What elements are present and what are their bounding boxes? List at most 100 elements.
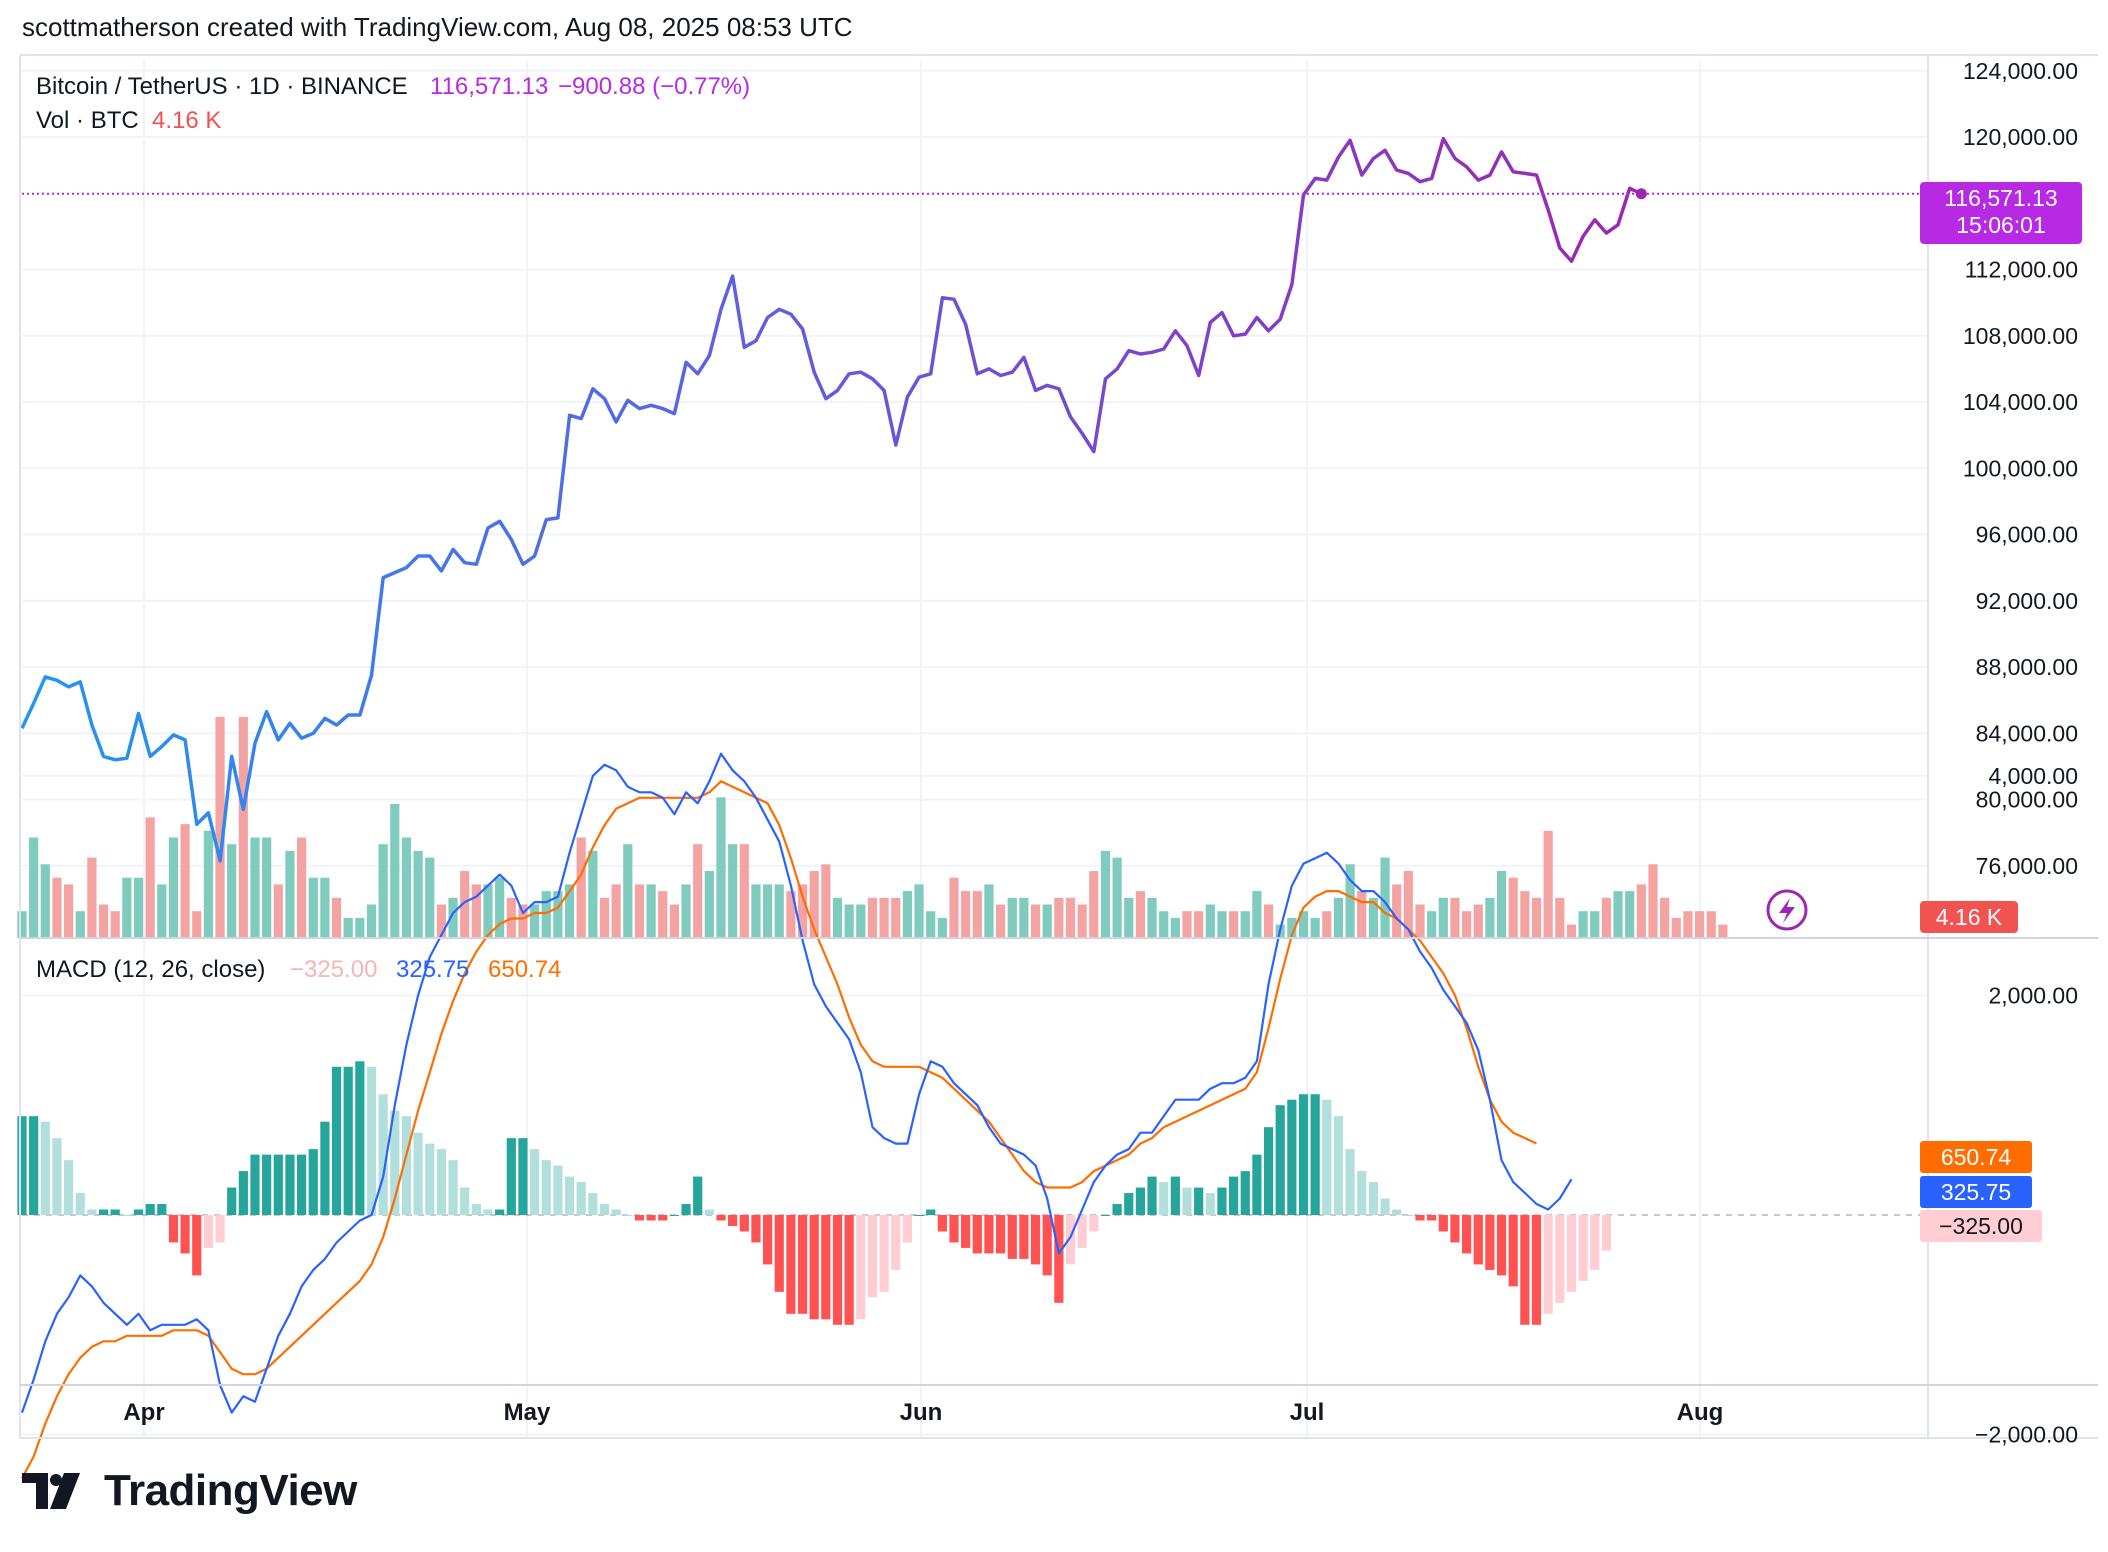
chart-grid — [22, 60, 1928, 1438]
macd-histogram-bar — [285, 1154, 295, 1215]
volume-bar — [1287, 917, 1297, 938]
macd-histogram-bar — [1462, 1215, 1472, 1254]
macd-histogram-bar — [1205, 1193, 1215, 1215]
volume-bar — [809, 871, 819, 938]
volume-bar — [949, 877, 959, 938]
macd-histogram-bar — [215, 1215, 225, 1243]
price-tick-label: 100,000.00 — [1963, 455, 2078, 481]
volume-bar — [343, 917, 353, 938]
volume-bar — [541, 891, 551, 938]
volume-bar — [1496, 871, 1507, 938]
macd-histogram-bar — [436, 1149, 446, 1215]
macd-badge-text: 325.75 — [1941, 1179, 2011, 1205]
price-tick-label: 80,000.00 — [1976, 787, 2078, 813]
macd-histogram-bar — [401, 1116, 412, 1215]
macd-histogram-bar — [308, 1149, 318, 1215]
volume-bar — [763, 884, 773, 938]
macd-histogram-bar — [739, 1215, 749, 1232]
volume-bar — [623, 844, 633, 938]
macd-histogram-bar — [1252, 1154, 1262, 1215]
macd-hist-value: −325.00 — [290, 956, 377, 983]
macd-histogram-bar — [133, 1209, 144, 1215]
volume-bar — [658, 891, 668, 938]
macd-histogram-bar — [634, 1215, 645, 1221]
macd-histogram-bar — [343, 1066, 353, 1215]
volume-bar — [693, 844, 703, 938]
macd-histogram-bar — [64, 1160, 74, 1215]
macd-histogram-bar — [425, 1143, 435, 1215]
macd-histogram-bar — [553, 1165, 563, 1215]
macd-histogram-bar — [1275, 1105, 1285, 1215]
volume-bar — [320, 877, 330, 938]
macd-histogram-bar — [693, 1176, 703, 1215]
macd-histogram-bar — [110, 1209, 120, 1215]
volume-bars — [17, 716, 1728, 938]
macd-histogram-bar — [1403, 1215, 1413, 1216]
macd-histogram-bar — [1473, 1215, 1483, 1265]
volume-bar — [297, 837, 307, 938]
macd-histogram-bar — [774, 1215, 784, 1292]
price-tick-label: 108,000.00 — [1963, 323, 2078, 349]
macd-histogram-bar — [844, 1215, 854, 1325]
macd-histogram-bar — [238, 1171, 248, 1215]
macd-histogram-bar — [1112, 1204, 1122, 1215]
volume-bar — [1695, 911, 1705, 938]
macd-histogram-bar — [227, 1187, 237, 1215]
volume-bar — [1601, 897, 1611, 938]
price-tick-label: 124,000.00 — [1963, 58, 2078, 84]
tradingview-logo[interactable]: TradingView — [22, 1466, 357, 1516]
macd-histogram-bar — [1089, 1215, 1099, 1232]
volume-bar — [1660, 897, 1670, 938]
volume-bar — [1392, 884, 1402, 938]
volume-bar — [87, 857, 97, 938]
price-tick-label: 96,000.00 — [1976, 522, 2078, 548]
macd-histogram-bar — [879, 1215, 889, 1292]
volume-bar — [1065, 897, 1076, 938]
price-change-label: −900.88 (−0.77%) — [558, 73, 750, 100]
volume-bar — [285, 850, 295, 938]
macd-histogram-bar — [1590, 1215, 1600, 1270]
volume-bar — [98, 904, 109, 938]
volume-bar — [1298, 911, 1309, 938]
macd-histogram-bar — [751, 1215, 761, 1243]
volume-label: Vol · BTC — [36, 107, 139, 134]
volume-bar — [844, 904, 854, 938]
volume-bar — [133, 877, 144, 938]
macd-histogram-bar — [122, 1215, 132, 1216]
macd-histogram-bar — [856, 1215, 866, 1320]
macd-histogram-bar — [763, 1215, 773, 1265]
countdown-text: 15:06:01 — [1956, 212, 2046, 238]
macd-histogram-bar — [576, 1182, 586, 1215]
macd-histogram-bar — [1240, 1171, 1250, 1215]
time-tick-label: Jul — [1290, 1399, 1325, 1426]
volume-bar — [518, 904, 528, 938]
volume-bar — [611, 884, 621, 938]
macd-histogram-bar — [471, 1204, 481, 1215]
hist-badge — [1920, 1210, 2042, 1242]
macd-histogram-bar — [1485, 1215, 1495, 1270]
volume-bar — [227, 844, 237, 938]
volume-bar — [1252, 891, 1262, 938]
volume-bar — [1240, 911, 1250, 938]
volume-bar — [1531, 897, 1542, 938]
macd-histogram-bar — [1508, 1215, 1518, 1287]
macd-histogram-bar — [355, 1061, 365, 1215]
macd-histogram-bar — [541, 1160, 551, 1215]
macd-histogram-bar — [809, 1215, 819, 1320]
macd-histogram-bar — [1450, 1215, 1460, 1243]
volume-bar — [401, 837, 412, 938]
volume-bar — [1194, 911, 1204, 938]
volume-bar — [1205, 904, 1215, 938]
volume-bar — [681, 884, 691, 938]
macd-histogram-bar — [623, 1215, 633, 1216]
volume-bar — [192, 911, 202, 938]
macd-histogram-bar — [1368, 1182, 1378, 1215]
macd-histogram-bar — [483, 1209, 493, 1215]
macd-histogram — [17, 1061, 1928, 1325]
bolt-icon[interactable] — [1766, 889, 1808, 931]
volume-bar — [17, 911, 27, 938]
macd-histogram-bar — [914, 1215, 924, 1216]
macd-histogram-bar — [1019, 1215, 1029, 1259]
volume-bar — [273, 884, 283, 938]
